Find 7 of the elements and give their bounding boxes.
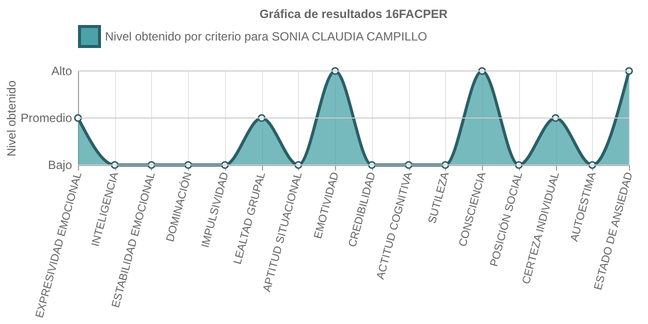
ref-line-label: Alto [51, 64, 72, 78]
legend-label: Nivel obtenido por criterio para SONIA CLAUDIA CAMPILLO [105, 30, 428, 44]
y-axis-title: Nivel obtenido [4, 80, 18, 157]
chart-title: Gráfica de resultados 16FACPER [259, 7, 448, 21]
ref-line-label: Promedio [20, 111, 72, 125]
ref-line-label: Bajo [48, 158, 72, 172]
x-tick-label: LEALTAD GRUPAL [232, 170, 268, 266]
